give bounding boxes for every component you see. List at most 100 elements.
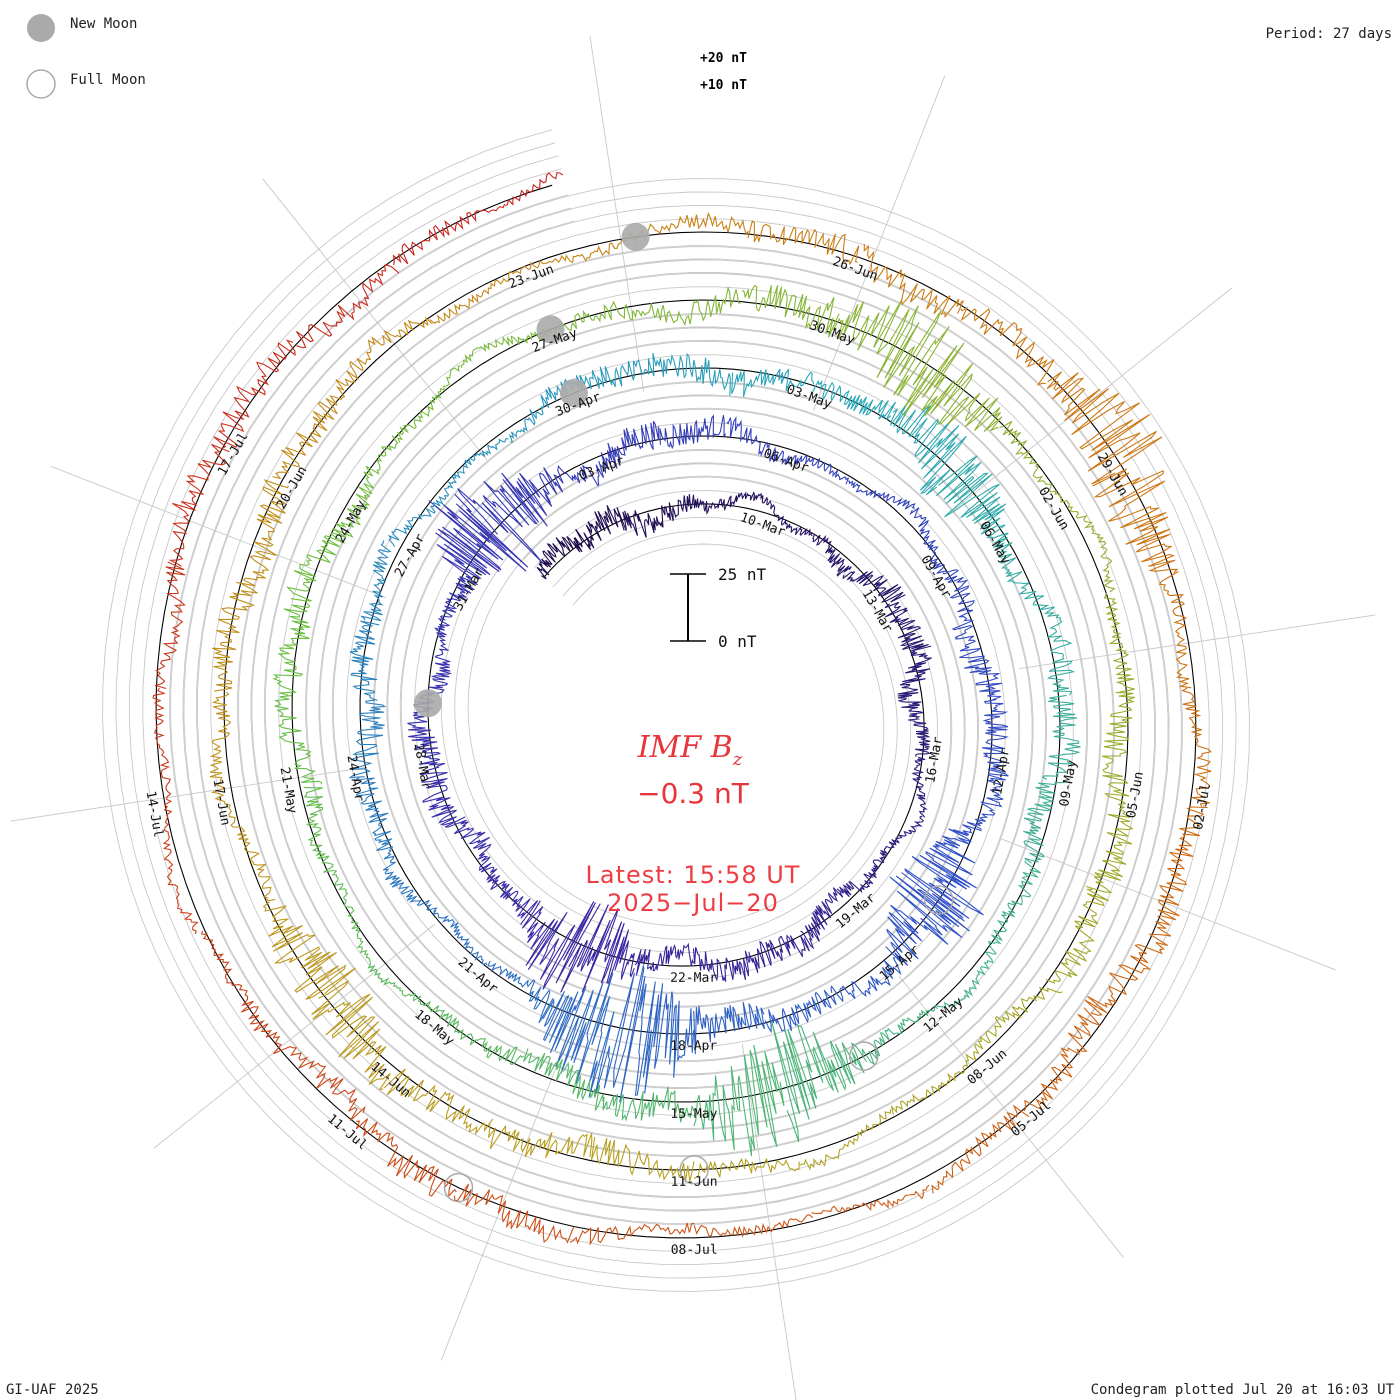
bz-trace-segment: [1157, 806, 1208, 921]
bz-trace-segment: [650, 352, 731, 396]
date-label: 18-May: [411, 1007, 457, 1049]
radial-spoke: [440, 1025, 574, 1361]
date-label: 19-Mar: [833, 890, 879, 932]
bz-trace-segment: [897, 650, 932, 705]
date-label: 31-Mar: [451, 565, 487, 613]
bz-trace-segment: [616, 505, 670, 538]
period-label: Period: 27 days: [1266, 26, 1392, 42]
bz-trace-segment: [1046, 371, 1163, 485]
bz-trace-segment: [487, 960, 554, 1024]
date-label: 11-Jun: [671, 1175, 718, 1190]
date-label: 18-Apr: [670, 1039, 717, 1054]
bz-trace-segment: [168, 443, 230, 567]
bz-trace-segment: [332, 874, 371, 961]
bz-trace-segment: [407, 702, 442, 766]
bz-trace-segment: [152, 687, 173, 812]
bz-trace-segment: [355, 1118, 457, 1198]
bz-trace-segment: [434, 582, 472, 645]
bz-trace-segment: [812, 533, 852, 577]
new-moon-marker: [559, 379, 588, 408]
center-title-subscript: z: [732, 749, 743, 770]
bz-trace-segment: [349, 620, 380, 701]
grid-spiral: [182, 207, 1170, 1212]
bz-trace-segment: [981, 699, 1009, 773]
bz-trace-segment: [842, 570, 906, 603]
bz-trace-segment: [936, 455, 1009, 543]
bz-trace-segment: [508, 378, 571, 443]
bz-trace-segment: [800, 887, 844, 950]
bz-trace-segment: [1181, 687, 1212, 807]
bz-trace-segment: [726, 416, 787, 466]
bz-trace-segment: [692, 947, 751, 982]
center-readout: IMF Bz −0.3 nT Latest: 15:58 UT 2025−Jul…: [586, 730, 800, 917]
bz-trace-segment: [419, 762, 457, 826]
date-label: 08-Jul: [671, 1243, 718, 1258]
bz-trace-segment: [536, 536, 583, 580]
bz-trace-segment: [453, 1183, 575, 1244]
bz-trace-segment: [486, 867, 539, 925]
date-label: 14-Jul: [143, 790, 166, 839]
bz-trace-segment: [590, 1136, 695, 1183]
date-label: 06-May: [976, 519, 1013, 567]
bz-trace-segment: [570, 358, 653, 390]
bz-trace-segment: [552, 300, 646, 337]
reference-spiral: [155, 184, 1197, 1239]
grid-spiral: [195, 220, 1157, 1199]
bz-trace-segment: [884, 601, 932, 652]
date-label: 12-Apr: [990, 747, 1013, 796]
date-label: 05-Jun: [1124, 771, 1147, 820]
bz-trace-segment: [1103, 592, 1135, 693]
bz-trace-segment: [236, 479, 289, 587]
new-moon-marker: [536, 315, 565, 344]
bz-trace-segment: [429, 265, 530, 324]
new-moon-icon: [27, 14, 55, 42]
scale-bar: 25 nT 0 nT: [670, 565, 767, 651]
bz-trace-segment: [528, 232, 637, 270]
bz-trace-segment: [771, 1021, 868, 1143]
bz-trace-segment: [644, 285, 741, 327]
grid-spiral: [142, 168, 1210, 1252]
legend: New Moon Full Moon: [26, 14, 146, 99]
bz-trace-segment: [447, 438, 509, 489]
bz-trace-segment: [992, 536, 1055, 611]
bz-trace-segment: [693, 1001, 765, 1055]
moon-markers: [414, 222, 954, 1203]
bz-trace-segment: [344, 435, 399, 526]
center-title-main: IMF B: [637, 730, 733, 765]
date-label: 02-Jun: [1035, 485, 1072, 533]
radial-spoke: [153, 923, 436, 1149]
bz-trace-segment: [602, 1086, 695, 1123]
bz-trace-segment: [770, 502, 813, 537]
radial-spoke: [1000, 837, 1336, 971]
bz-trace-segment: [784, 454, 850, 485]
bz-trace-segment: [162, 810, 199, 935]
bz-trace-segment: [444, 816, 494, 873]
bz-trace-segment: [953, 768, 1009, 836]
bz-trace-segment: [1043, 609, 1075, 696]
bz-trace-segment: [693, 1157, 800, 1179]
bz-trace-segment: [716, 491, 772, 512]
bz-trace-segment: [942, 569, 975, 639]
bz-trace-segment: [387, 487, 450, 547]
zero-reference-spiral: [155, 184, 1197, 1239]
bz-trace-segment: [635, 211, 750, 240]
bz-trace-segment: [212, 583, 258, 692]
bz-trace-segment: [863, 244, 964, 319]
bz-trace-segment: [1045, 888, 1109, 984]
grid-spiral: [169, 194, 1183, 1225]
radial-spoke: [741, 1044, 797, 1400]
bz-trace-segment: [960, 306, 1055, 386]
grid-spiral: [102, 129, 1250, 1292]
full-moon-marker: [679, 1155, 709, 1185]
bz-trace-segment: [311, 980, 391, 1090]
radial-spokes: [10, 35, 1376, 1400]
bz-trace-segment: [830, 957, 902, 1003]
bz-trace-segment: [634, 942, 695, 976]
date-label: 16-Mar: [923, 735, 946, 784]
ref-label-10nt: +10 nT: [700, 78, 747, 93]
ref-label-20nt: +20 nT: [700, 51, 747, 66]
bz-trace-segment: [890, 402, 967, 496]
center-title: IMF Bz: [637, 730, 743, 770]
radial-spoke: [262, 178, 488, 461]
